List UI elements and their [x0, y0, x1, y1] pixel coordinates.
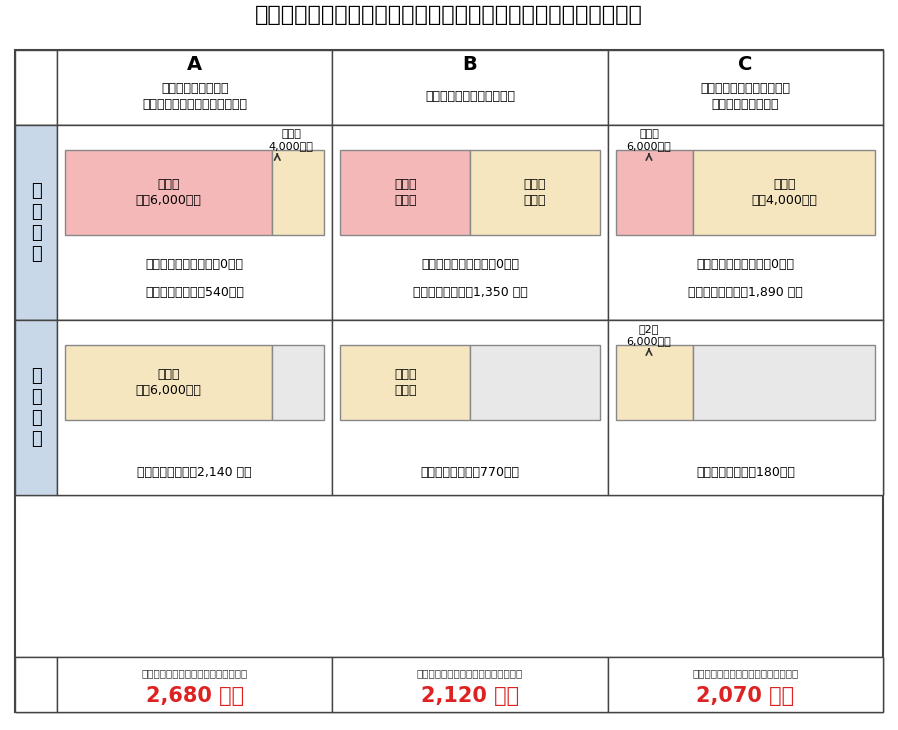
FancyBboxPatch shape [608, 125, 883, 320]
Text: 子２人の納税額　540万円: 子２人の納税額 540万円 [145, 285, 244, 299]
FancyBboxPatch shape [57, 320, 332, 495]
Text: 子２人の納税額　1,890 万円: 子２人の納税額 1,890 万円 [688, 285, 803, 299]
Text: 二
次
相
続: 二 次 相 続 [31, 367, 41, 447]
FancyBboxPatch shape [470, 345, 600, 420]
Text: 子２人の納税額　2,140 万円: 子２人の納税額 2,140 万円 [137, 466, 252, 480]
FancyBboxPatch shape [693, 150, 875, 235]
FancyBboxPatch shape [15, 320, 57, 495]
Text: 子2人
6,000万円: 子2人 6,000万円 [627, 324, 672, 346]
FancyBboxPatch shape [15, 50, 883, 125]
FancyBboxPatch shape [272, 345, 324, 420]
FancyBboxPatch shape [15, 657, 883, 712]
Text: 配偶者
１億円: 配偶者 １億円 [394, 179, 417, 207]
FancyBboxPatch shape [616, 150, 693, 235]
Text: 配偶者の納税額　　　0万円: 配偶者の納税額 0万円 [421, 258, 519, 272]
FancyBboxPatch shape [340, 345, 470, 420]
Text: 子２人の納税額　180万円: 子２人の納税額 180万円 [696, 466, 795, 480]
FancyBboxPatch shape [15, 50, 57, 125]
FancyBboxPatch shape [15, 657, 57, 712]
Text: 一次相続と二次相続のトータル納税額: 一次相続と二次相続のトータル納税額 [142, 668, 248, 678]
Text: 子２人
１億円: 子２人 １億円 [394, 369, 417, 396]
FancyBboxPatch shape [332, 50, 608, 125]
Text: 一次相続と二次相続のトータル納税額: 一次相続と二次相続のトータル納税額 [692, 668, 798, 678]
FancyBboxPatch shape [470, 150, 600, 235]
Text: 配偶者の納税額　　　0万円: 配偶者の納税額 0万円 [145, 258, 243, 272]
FancyBboxPatch shape [15, 125, 883, 320]
Text: 子２人
１億6,000万円: 子２人 １億6,000万円 [136, 369, 202, 396]
FancyBboxPatch shape [57, 125, 332, 320]
Text: 一
次
相
続: 一 次 相 続 [31, 182, 41, 263]
Text: 2,120 万円: 2,120 万円 [421, 686, 519, 706]
Text: 子２人
１億円: 子２人 １億円 [524, 179, 546, 207]
Text: 子２人
１億4,000万円: 子２人 １億4,000万円 [752, 179, 817, 207]
FancyBboxPatch shape [608, 320, 883, 495]
FancyBboxPatch shape [65, 345, 272, 420]
FancyBboxPatch shape [332, 125, 608, 320]
FancyBboxPatch shape [15, 50, 883, 712]
Text: 配偶者の納税額　　　0万円: 配偶者の納税額 0万円 [696, 258, 795, 272]
Text: 配偶者
１億6,000万円: 配偶者 １億6,000万円 [136, 179, 202, 207]
Text: 子２人
4,000万円: 子２人 4,000万円 [269, 129, 313, 151]
Text: B: B [462, 55, 478, 74]
FancyBboxPatch shape [65, 150, 272, 235]
Text: A: A [187, 55, 202, 74]
FancyBboxPatch shape [332, 657, 608, 712]
Text: 2,680 万円: 2,680 万円 [145, 686, 243, 706]
Text: 子２人の納税額　1,350 万円: 子２人の納税額 1,350 万円 [412, 285, 527, 299]
Text: 遺産総額２億円を相続人【配偶者　長男　長女】で相続する場合: 遺産総額２億円を相続人【配偶者 長男 長女】で相続する場合 [255, 5, 643, 25]
Text: C: C [738, 55, 753, 74]
Text: 配偶者の税額軽減を
最大限に利用して相続した場合: 配偶者の税額軽減を 最大限に利用して相続した場合 [142, 82, 247, 110]
Text: 一次相続と二次相続のトータル納税額: 一次相続と二次相続のトータル納税額 [417, 668, 524, 678]
FancyBboxPatch shape [15, 320, 883, 495]
FancyBboxPatch shape [57, 657, 332, 712]
Text: 配偶者
6,000万円: 配偶者 6,000万円 [627, 129, 672, 151]
FancyBboxPatch shape [608, 50, 883, 125]
FancyBboxPatch shape [693, 345, 875, 420]
Text: 子２人の納税額　770万円: 子２人の納税額 770万円 [420, 466, 520, 480]
FancyBboxPatch shape [340, 150, 470, 235]
FancyBboxPatch shape [616, 345, 693, 420]
Text: 配偶者が法定相続分よりも
少なく相続した場合: 配偶者が法定相続分よりも 少なく相続した場合 [700, 82, 790, 110]
FancyBboxPatch shape [57, 50, 332, 125]
FancyBboxPatch shape [332, 320, 608, 495]
Text: 法定相続分で相続した場合: 法定相続分で相続した場合 [425, 90, 515, 103]
FancyBboxPatch shape [608, 657, 883, 712]
FancyBboxPatch shape [272, 150, 324, 235]
FancyBboxPatch shape [15, 125, 57, 320]
Text: 2,070 万円: 2,070 万円 [696, 686, 795, 706]
